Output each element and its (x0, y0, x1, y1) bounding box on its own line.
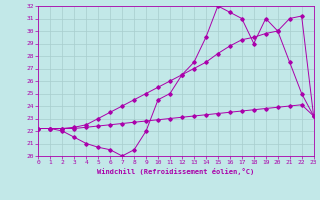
X-axis label: Windchill (Refroidissement éolien,°C): Windchill (Refroidissement éolien,°C) (97, 168, 255, 175)
